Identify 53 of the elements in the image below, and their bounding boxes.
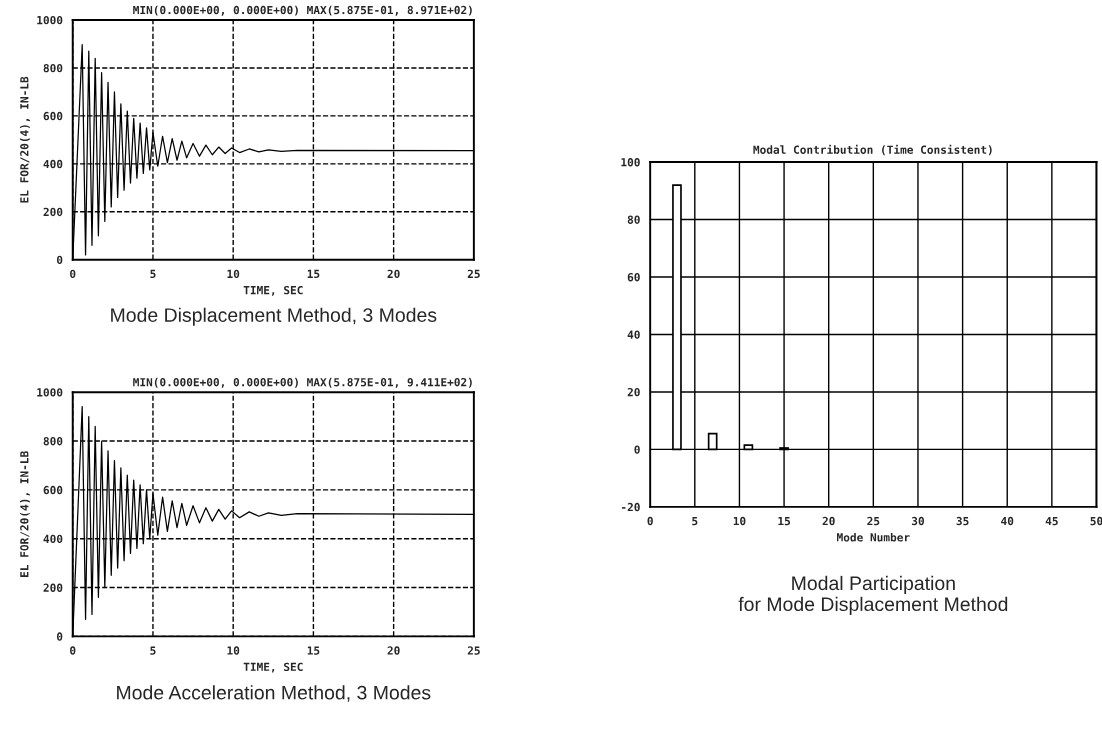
y-tick-label: -20: [622, 502, 640, 512]
x-tick-label: 20: [822, 516, 835, 526]
y-axis-title: EL FOR/20(4), IN-LB: [19, 451, 30, 577]
x-tick-label: 45: [1045, 516, 1058, 526]
x-tick-label: 5: [692, 516, 698, 526]
x-tick-label: 20: [387, 269, 400, 279]
x-tick-label: 10: [227, 269, 240, 279]
x-tick-label: 0: [70, 646, 76, 655]
y-tick-label: 0: [56, 255, 63, 265]
y-tick-label: 60: [627, 272, 640, 282]
y-tick-label: 400: [43, 534, 63, 544]
y-tick-label: 0: [634, 445, 640, 454]
y-tick-label: 1000: [37, 15, 63, 25]
y-tick-label: 200: [43, 583, 63, 592]
x-tick-label: 10: [733, 516, 746, 526]
x-tick-label: 25: [467, 269, 480, 279]
x-axis-title: TIME, SEC: [243, 662, 303, 673]
x-tick-label: 15: [778, 516, 791, 526]
y-tick-label: 20: [627, 387, 640, 397]
y-tick-label: 200: [43, 207, 63, 217]
chart-subtitle: MIN(0.000E+00, 0.000E+00) MAX(5.875E-01, 8.971E+02): [133, 5, 472, 16]
y-tick-label: 1000: [37, 388, 63, 397]
y-tick-label: 100: [621, 158, 640, 167]
y-tick-label: 80: [627, 215, 640, 224]
x-axis-title: TIME, SEC: [243, 285, 303, 296]
x-tick-label: 10: [227, 646, 240, 655]
x-tick-label: 5: [150, 269, 156, 279]
x-tick-label: 40: [1001, 516, 1014, 526]
y-tick-label: 800: [43, 437, 63, 446]
x-tick-label: 15: [307, 269, 320, 279]
y-tick-label: 40: [627, 330, 640, 339]
x-tick-label: 30: [911, 516, 924, 526]
y-tick-label: 600: [43, 111, 63, 121]
x-tick-label: 0: [647, 516, 653, 526]
y-tick-label: 400: [43, 159, 63, 169]
x-axis-title: Mode Number: [837, 532, 910, 542]
y-axis-title: EL FOR/20(4), IN-LB: [19, 76, 30, 203]
x-tick-label: 15: [307, 646, 320, 655]
chart-title: Modal Contribution (Time Consistent): [753, 144, 992, 156]
x-tick-label: 25: [467, 646, 480, 655]
text: Modal Participation for Mode Displacement Method: [738, 575, 1008, 615]
y-tick-label: 600: [43, 485, 63, 495]
x-tick-label: 20: [387, 646, 400, 655]
x-tick-label: 5: [150, 646, 156, 655]
y-tick-label: 800: [43, 63, 63, 73]
text: Mode Displacement Method, 3 Modes: [111, 307, 437, 326]
x-tick-label: 0: [70, 269, 76, 279]
x-tick-label: 50: [1090, 516, 1102, 526]
x-tick-label: 25: [867, 516, 880, 526]
chart-subtitle: MIN(0.000E+00, 0.000E+00) MAX(5.875E-01, 9.411E+02): [133, 377, 472, 388]
y-tick-label: 0: [56, 632, 63, 641]
text: Mode Acceleration Method, 3 Modes: [117, 685, 431, 702]
x-tick-label: 35: [956, 516, 969, 526]
